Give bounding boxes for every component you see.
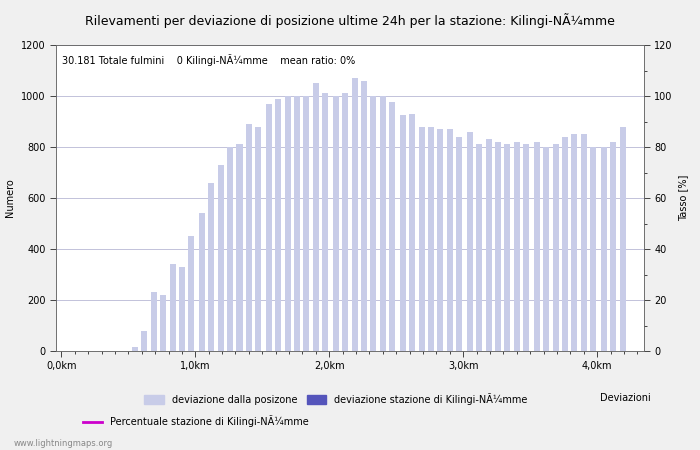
Bar [246, 124, 252, 351]
Y-axis label: Numero: Numero [6, 179, 15, 217]
Bar [285, 96, 290, 351]
Bar [486, 140, 491, 351]
Bar [495, 142, 501, 351]
Bar [456, 137, 462, 351]
Bar [132, 347, 138, 351]
Bar [342, 94, 349, 351]
Bar [410, 114, 415, 351]
Bar [380, 96, 386, 351]
Bar [209, 183, 214, 351]
Bar [361, 81, 367, 351]
Bar [476, 144, 482, 351]
Bar [523, 144, 529, 351]
Bar [294, 96, 300, 351]
Bar [590, 147, 596, 351]
Bar [571, 134, 577, 351]
Bar [266, 104, 272, 351]
Bar [237, 144, 242, 351]
Bar [304, 96, 309, 351]
Bar [179, 267, 185, 351]
Bar [581, 134, 587, 351]
Text: Deviazioni: Deviazioni [601, 393, 651, 403]
Bar [562, 137, 568, 351]
Bar [514, 142, 520, 351]
Bar [227, 147, 233, 351]
Bar [169, 264, 176, 351]
Bar [275, 99, 281, 351]
Bar [620, 126, 626, 351]
Bar [447, 129, 453, 351]
Bar [141, 331, 148, 351]
Bar [256, 126, 261, 351]
Bar [552, 144, 559, 351]
Bar [370, 96, 377, 351]
Text: Rilevamenti per deviazione di posizione ultime 24h per la stazione: Kilingi-NÃ¼m: Rilevamenti per deviazione di posizione … [85, 14, 615, 28]
Text: www.lightningmaps.org: www.lightningmaps.org [14, 439, 113, 448]
Bar [389, 103, 396, 351]
Bar [322, 94, 328, 351]
Y-axis label: Tasso [%]: Tasso [%] [678, 175, 689, 221]
Bar [313, 83, 319, 351]
Bar [438, 129, 443, 351]
Bar [419, 126, 425, 351]
Bar [150, 292, 157, 351]
Bar [199, 213, 205, 351]
Bar [534, 142, 540, 351]
Bar [351, 78, 358, 351]
Bar [543, 147, 550, 351]
Bar [333, 96, 339, 351]
Bar [505, 144, 510, 351]
Bar [160, 295, 166, 351]
Bar [467, 132, 473, 351]
Bar [188, 236, 195, 351]
Bar [610, 142, 616, 351]
Bar [428, 126, 434, 351]
Bar [400, 115, 406, 351]
Legend: deviazione dalla posizone, deviazione stazione di Kilingi-NÃ¼mme: deviazione dalla posizone, deviazione st… [144, 393, 528, 405]
Bar [218, 165, 224, 351]
Legend: Percentuale stazione di Kilingi-NÃ¼mme: Percentuale stazione di Kilingi-NÃ¼mme [83, 415, 309, 427]
Text: 30.181 Totale fulmini    0 Kilingi-NÃ¼mme    mean ratio: 0%: 30.181 Totale fulmini 0 Kilingi-NÃ¼mme m… [62, 54, 355, 66]
Bar [601, 147, 607, 351]
